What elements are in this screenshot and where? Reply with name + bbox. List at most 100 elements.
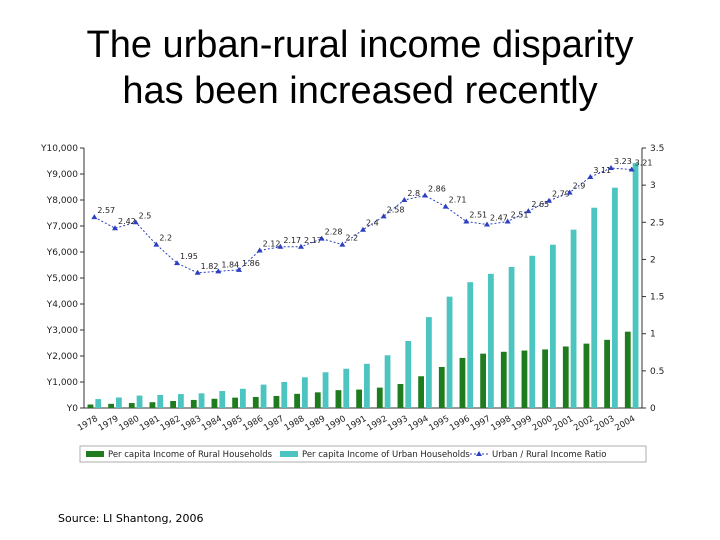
bar-rural — [459, 357, 466, 408]
x-tick-label: 2002 — [572, 414, 596, 433]
ratio-point-label: 1.86 — [242, 259, 260, 268]
ratio-point — [215, 268, 222, 274]
bar-rural — [438, 366, 445, 408]
ratio-point-label: 2.42 — [118, 217, 136, 226]
bar-urban — [446, 296, 453, 408]
left-axis: Y0 Y1,000 Y2,000 Y3,000 Y4,000 Y5,000 Y6,000 Y7… — [40, 144, 84, 414]
slide-title: The urban-rural income disparity has bee… — [0, 22, 720, 114]
right-tick-label: 3 — [650, 181, 656, 191]
x-tick-label: 1993 — [386, 414, 410, 433]
bar-rural — [108, 403, 114, 408]
left-tick-label: Y0 — [66, 404, 78, 414]
plot-frame — [83, 148, 643, 409]
bar-rural — [418, 376, 424, 408]
ratio-point — [566, 189, 573, 195]
bar-rural — [521, 350, 528, 408]
ratio-point-label: 2.28 — [325, 228, 343, 237]
ratio-point — [277, 243, 284, 249]
ratio-point — [236, 266, 242, 272]
bar-urban — [612, 187, 618, 408]
bar-rural — [624, 331, 631, 408]
title-line-1: The urban-rural income disparity — [86, 24, 634, 66]
left-tick-label: Y3,000 — [46, 326, 79, 336]
ratio-point-label: 2.17 — [283, 236, 301, 245]
x-axis: 1978197919801981198219831984198519861987… — [76, 414, 637, 433]
bar-urban — [591, 207, 598, 408]
left-tick-label: Y5,000 — [46, 274, 79, 284]
ratio-point — [112, 225, 118, 231]
x-tick-label: 1998 — [489, 414, 513, 433]
x-tick-label: 1997 — [469, 414, 493, 433]
x-tick-label: 1981 — [138, 414, 162, 433]
ratio-point-label: 3.23 — [614, 157, 632, 166]
x-tick-label: 1999 — [510, 414, 534, 433]
source-note: Source: LI Shantong, 2006 — [58, 512, 204, 525]
x-tick-label: 1996 — [448, 414, 472, 433]
bar-rural — [87, 404, 94, 408]
ratio-point-label: 2.57 — [97, 206, 115, 215]
right-tick-label: 0.5 — [650, 367, 664, 377]
legend-marker — [476, 451, 482, 456]
ratio-point-label: 3.11 — [593, 166, 611, 175]
right-tick-label: 1.5 — [650, 293, 664, 303]
ratio-point-label: 2.71 — [449, 196, 467, 205]
right-tick-label: 2.5 — [650, 218, 664, 228]
ratio-point — [132, 219, 139, 225]
ratio-point — [608, 165, 614, 171]
bar-rural — [232, 397, 238, 408]
legend-label: Per capita Income of Urban Households — [302, 450, 470, 460]
ratio-point — [587, 173, 594, 179]
bar-urban — [240, 388, 246, 408]
bar-urban — [322, 372, 329, 408]
ratio-point — [256, 247, 263, 253]
ratio-point — [401, 197, 408, 202]
x-tick-label: 2001 — [551, 414, 575, 433]
x-tick-label: 1988 — [283, 414, 307, 433]
ratio-point-label: 1.95 — [180, 252, 198, 261]
ratio-point — [525, 208, 532, 214]
ratio-point — [174, 260, 180, 266]
legend: Per capita Income of Rural Households Per… — [79, 445, 647, 463]
bar-urban — [488, 273, 494, 408]
bar-urban — [178, 394, 184, 408]
bar-urban — [281, 381, 288, 408]
ratio-point — [298, 243, 304, 249]
bar-urban — [157, 395, 164, 408]
x-tick-label: 1992 — [365, 414, 389, 433]
left-tick-label: Y6,000 — [46, 248, 79, 258]
bar-urban — [260, 384, 267, 408]
left-tick-label: Y7,000 — [46, 222, 79, 232]
ratio-point-label: 2.58 — [387, 205, 405, 214]
bar-rural — [211, 398, 218, 408]
x-tick-label: 1990 — [324, 414, 348, 433]
right-tick-label: 2 — [650, 255, 656, 265]
ratio-point-label: 2.51 — [511, 211, 529, 220]
legend-swatch — [86, 451, 104, 457]
bar-urban — [116, 397, 122, 408]
x-tick-label: 1982 — [159, 414, 183, 433]
legend-box — [79, 445, 647, 463]
bar-urban — [384, 355, 391, 408]
bar-rural — [149, 402, 156, 408]
right-tick-label: 1 — [650, 330, 656, 340]
bar-rural — [376, 387, 383, 408]
bar-rural — [190, 399, 197, 408]
ratio-point-label: 1.82 — [201, 262, 219, 271]
x-tick-label: 1985 — [221, 414, 245, 433]
bar-urban — [508, 266, 515, 408]
ratio-point-label: 2.51 — [469, 211, 487, 220]
x-tick-label: 1979 — [97, 414, 121, 433]
x-tick-label: 2003 — [593, 414, 617, 433]
bar-rural — [335, 390, 342, 408]
ratio-point-label: 2.2 — [345, 234, 358, 243]
ratio-point — [339, 241, 346, 247]
ratio-point — [546, 197, 552, 203]
x-tick-label: 1984 — [200, 414, 224, 433]
bar-urban — [405, 340, 412, 408]
bar-urban — [529, 255, 536, 408]
x-tick-label: 1978 — [76, 414, 100, 433]
bar-urban — [570, 229, 577, 408]
ratio-point — [463, 218, 470, 224]
bar-rural — [273, 395, 280, 408]
bar-urban — [198, 393, 205, 408]
